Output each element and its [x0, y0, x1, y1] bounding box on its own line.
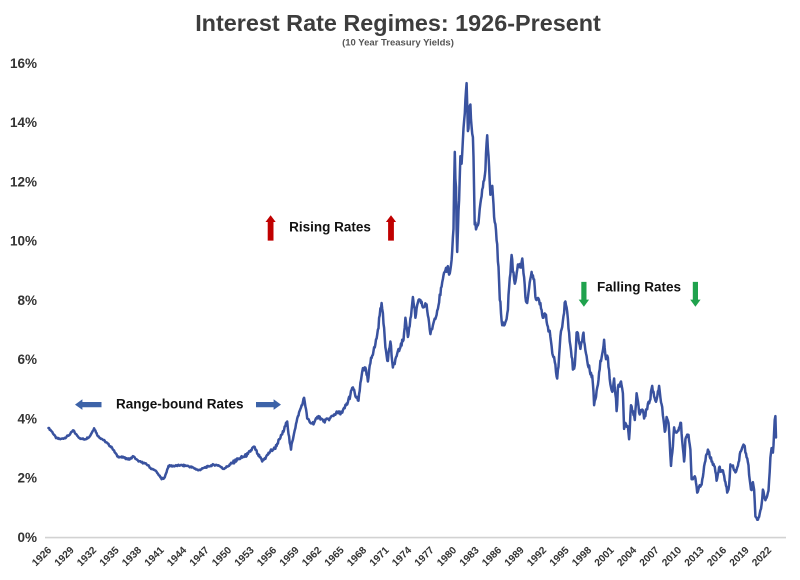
svg-text:Rising Rates: Rising Rates — [289, 220, 371, 235]
svg-text:2%: 2% — [17, 471, 37, 486]
svg-text:4%: 4% — [17, 411, 37, 426]
svg-text:16%: 16% — [10, 56, 37, 71]
svg-text:10%: 10% — [10, 234, 37, 249]
svg-text:Interest Rate Regimes: 1926-Pr: Interest Rate Regimes: 1926-Present — [195, 10, 601, 36]
svg-text:12%: 12% — [10, 174, 37, 189]
svg-text:(10 Year Treasury Yields): (10 Year Treasury Yields) — [342, 37, 454, 48]
svg-text:0%: 0% — [17, 530, 37, 545]
svg-text:8%: 8% — [17, 293, 37, 308]
svg-text:Range-bound Rates: Range-bound Rates — [116, 397, 244, 412]
svg-text:Falling Rates: Falling Rates — [597, 279, 681, 294]
svg-text:6%: 6% — [17, 352, 37, 367]
svg-text:14%: 14% — [10, 115, 37, 130]
